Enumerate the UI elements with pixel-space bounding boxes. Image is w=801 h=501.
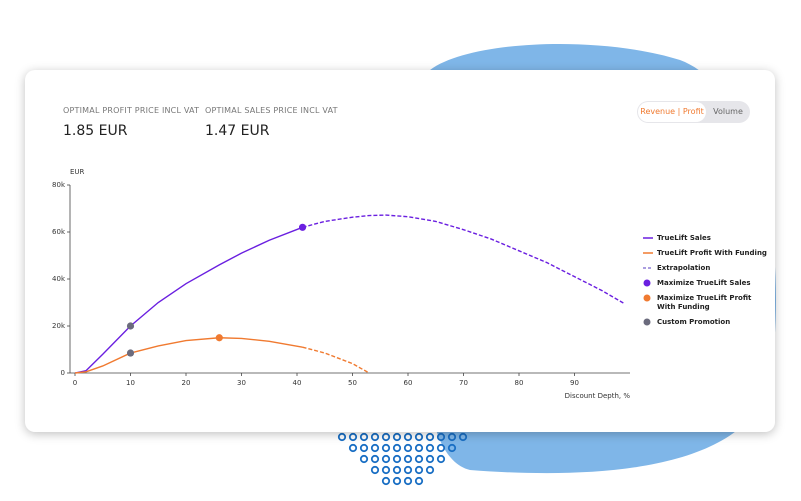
dot [370,432,380,442]
dot [359,454,369,464]
dot [414,443,424,453]
dot [337,432,347,442]
chart: EUR Discount Depth, % 0 20k 40k 60k 80k 0 10 20… [52,168,767,400]
marker-point [126,349,135,357]
kpi-value: 1.85 EUR [63,123,128,139]
dot [392,432,402,442]
dot [392,454,402,464]
legend-label: Maximize TrueLift Profit With Funding [657,294,752,311]
dot [403,432,413,442]
legend-label: TrueLift Sales [657,234,711,242]
card: OPTIMAL PROFIT PRICE INCL VAT 1.85 EUR O… [25,70,775,432]
dot [370,465,380,475]
dot [392,443,402,453]
dot [370,443,380,453]
y-tick-label: 60k [52,228,66,236]
dot [458,432,468,442]
marker-point [126,322,135,330]
kpi-value: 1.47 EUR [205,123,270,139]
kpi-label: OPTIMAL SALES PRICE INCL VAT [205,106,338,115]
extrapolation-line [302,214,625,305]
y-tick-label: 40k [52,275,66,283]
dot [414,476,424,486]
dot [348,443,358,453]
legend-label: Custom Promotion [657,318,730,326]
x-tick-label: 90 [570,379,579,387]
series-line [74,337,303,374]
dot [436,454,446,464]
dot [414,432,424,442]
legend-swatch [643,318,651,326]
kpi: OPTIMAL SALES PRICE INCL VAT 1.47 EUR [205,106,338,139]
dot [381,465,391,475]
x-tick-label: 40 [293,379,302,387]
dot [425,465,435,475]
dot [425,432,435,442]
dot [403,454,413,464]
legend-swatch [643,294,651,302]
series-line [74,226,303,374]
dot [370,454,380,464]
kpi: OPTIMAL PROFIT PRICE INCL VAT 1.85 EUR [63,106,199,139]
extrapolation-line [302,346,370,374]
dot [436,443,446,453]
dot [381,432,391,442]
dot [381,443,391,453]
dot [403,443,413,453]
toggle-option[interactable]: Volume [713,107,743,116]
legend-label: Extrapolation [657,264,710,272]
marker-point [298,223,307,231]
x-tick-label: 30 [237,379,246,387]
dot [403,465,413,475]
dot [414,454,424,464]
kpi-label: OPTIMAL PROFIT PRICE INCL VAT [63,106,200,115]
dot [381,454,391,464]
x-axis-label: Discount Depth, % [565,392,631,400]
dot [414,465,424,475]
y-tick-label: 80k [52,181,66,189]
dot [359,432,369,442]
legend-label: Maximize TrueLift Sales [657,279,751,287]
dot [392,465,402,475]
x-tick-label: 60 [404,379,413,387]
legend-label: TrueLift Profit With Funding [657,249,767,257]
x-tick-label: 10 [126,379,135,387]
toggle-option[interactable]: Revenue | Profit [638,102,706,122]
dot [436,432,446,442]
dot [425,443,435,453]
x-tick-label: 0 [73,379,77,387]
dot [348,432,358,442]
marker-point [215,334,223,342]
dot [359,443,369,453]
x-tick-label: 70 [459,379,468,387]
dot [447,443,457,453]
dot [403,476,413,486]
x-tick-label: 50 [348,379,357,387]
toggle: Revenue | Profit Volume [637,101,750,123]
y-axis-label: EUR [70,168,85,176]
legend-swatch [643,279,651,287]
dot [447,432,457,442]
dot [381,476,391,486]
x-tick-label: 20 [182,379,191,387]
dot [425,454,435,464]
y-tick-label: 20k [52,322,66,330]
dot [392,476,402,486]
dot-pattern [337,432,468,486]
y-tick-label: 0 [61,369,65,377]
x-tick-label: 80 [515,379,524,387]
